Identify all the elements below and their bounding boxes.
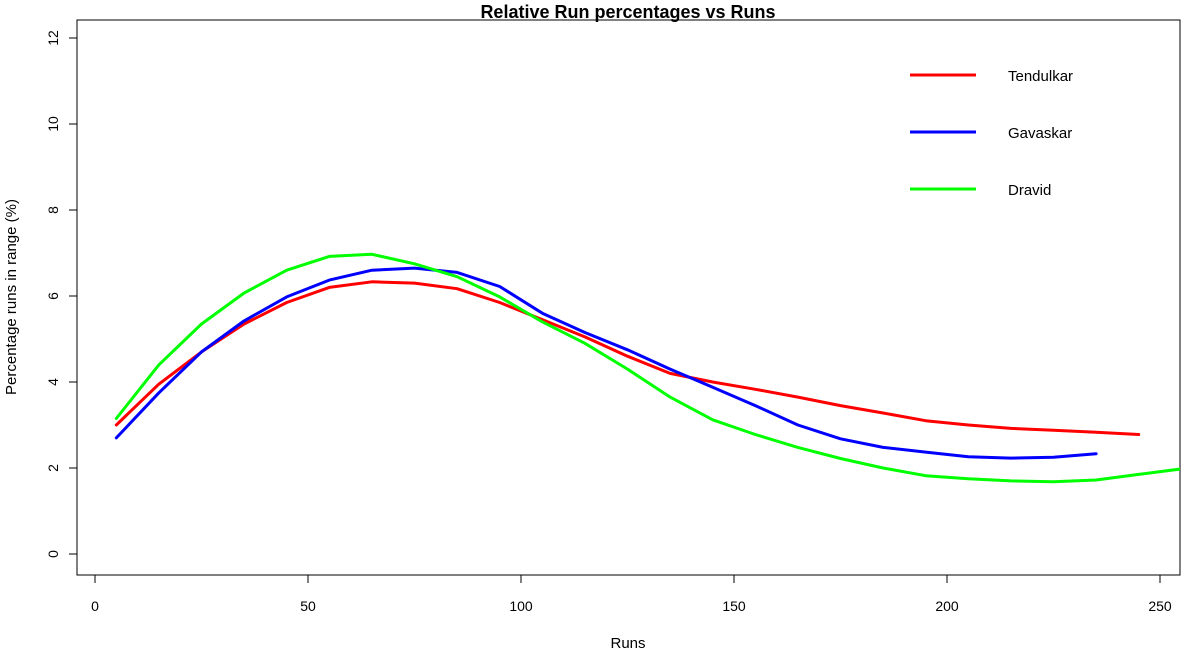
x-tick-label: 250 [1148, 598, 1172, 614]
y-axis-label: Percentage runs in range (%) [3, 199, 20, 395]
series-line-dravid [114, 252, 1180, 484]
x-axis-label: Runs [610, 635, 645, 652]
x-tick-label: 200 [935, 598, 959, 614]
x-tick-label: 150 [722, 598, 746, 614]
y-axis: 0 2 4 6 8 10 12 [45, 30, 78, 558]
y-tick-label: 2 [45, 464, 61, 472]
plot-frame [76, 19, 1181, 576]
legend-label-dravid: Dravid [1008, 182, 1051, 199]
x-tick-label: 50 [300, 598, 316, 614]
y-tick-label: 8 [45, 206, 61, 214]
x-tick-label: 0 [91, 598, 99, 614]
x-axis: 0 50 100 150 200 250 [91, 574, 1172, 614]
y-tick-label: 6 [45, 292, 61, 300]
y-tick-label: 0 [45, 550, 61, 558]
y-tick-label: 12 [45, 30, 61, 46]
series-line-gavaskar [114, 266, 1098, 460]
legend-label-gavaskar: Gavaskar [1008, 125, 1072, 142]
x-tick-label: 100 [509, 598, 533, 614]
legend: Tendulkar Gavaskar Dravid [910, 68, 1073, 199]
y-tick-label: 10 [45, 116, 61, 132]
y-tick-label: 4 [45, 378, 61, 386]
chart-title: Relative Run percentages vs Runs [480, 2, 775, 22]
series-line-tendulkar [114, 280, 1141, 436]
plot-lines [114, 252, 1180, 484]
legend-label-tendulkar: Tendulkar [1008, 68, 1073, 85]
